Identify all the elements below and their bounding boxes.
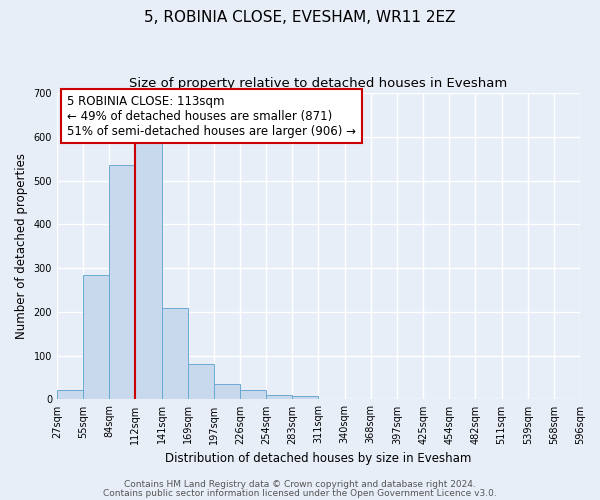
Bar	[136, 144, 161, 400]
Bar	[57, 390, 83, 400]
Title: Size of property relative to detached houses in Evesham: Size of property relative to detached ho…	[130, 78, 508, 90]
Text: Contains HM Land Registry data © Crown copyright and database right 2024.: Contains HM Land Registry data © Crown c…	[124, 480, 476, 489]
Text: 5, ROBINIA CLOSE, EVESHAM, WR11 2EZ: 5, ROBINIA CLOSE, EVESHAM, WR11 2EZ	[144, 10, 456, 25]
Text: 5 ROBINIA CLOSE: 113sqm
← 49% of detached houses are smaller (871)
51% of semi-d: 5 ROBINIA CLOSE: 113sqm ← 49% of detache…	[67, 94, 356, 138]
Bar	[240, 390, 266, 400]
Bar	[109, 166, 136, 400]
Bar	[292, 396, 319, 400]
Bar	[188, 364, 214, 400]
X-axis label: Distribution of detached houses by size in Evesham: Distribution of detached houses by size …	[165, 452, 472, 465]
Text: Contains public sector information licensed under the Open Government Licence v3: Contains public sector information licen…	[103, 488, 497, 498]
Bar	[214, 384, 240, 400]
Bar	[161, 308, 188, 400]
Bar	[83, 274, 109, 400]
Bar	[266, 395, 292, 400]
Y-axis label: Number of detached properties: Number of detached properties	[15, 153, 28, 339]
